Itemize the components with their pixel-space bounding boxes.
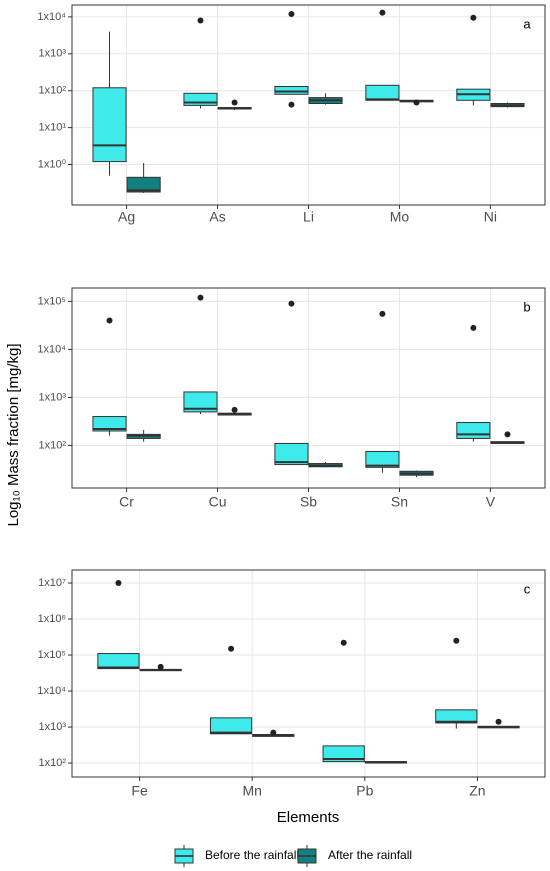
y-tick-label: 1x10² <box>38 757 66 769</box>
box <box>183 92 218 106</box>
y-tick-label: 1x10⁷ <box>38 577 66 589</box>
outlier <box>288 10 295 17</box>
panel-label: b <box>523 299 530 314</box>
y-tick-label: 1x10⁵ <box>38 649 66 661</box>
outlier <box>106 317 113 324</box>
outlier <box>231 99 238 106</box>
y-tick-label: 1x10² <box>38 439 66 451</box>
y-tick-label: 1x10³ <box>38 391 66 403</box>
y-tick-label: 1x10³ <box>38 721 66 733</box>
outlier <box>495 718 502 725</box>
x-tick-label: As <box>209 209 225 225</box>
box <box>97 653 140 670</box>
x-tick-label: Ag <box>118 209 135 225</box>
box <box>92 416 127 432</box>
outlier <box>157 663 164 670</box>
outlier <box>288 101 295 108</box>
panel-border <box>71 4 546 206</box>
outlier <box>504 431 511 438</box>
y-tick-label: 1x10¹ <box>38 122 66 134</box>
box <box>456 422 491 439</box>
box <box>92 87 127 163</box>
legend-label: Before the rainfall <box>205 848 299 862</box>
outlier <box>197 17 204 24</box>
box <box>274 85 309 95</box>
x-tick-label: Fe <box>131 783 148 799</box>
outlier <box>228 645 235 652</box>
x-axis-label: Elements <box>277 809 340 826</box>
outlier <box>379 310 386 317</box>
x-tick-label: Cu <box>209 494 227 510</box>
x-tick-label: Sn <box>391 494 408 510</box>
outlier <box>413 99 420 106</box>
y-tick-label: 1x10⁶ <box>38 613 66 625</box>
panel-border <box>71 287 546 489</box>
x-tick-label: Sb <box>300 494 317 510</box>
y-tick-label: 1x10⁵ <box>38 295 66 307</box>
box <box>365 84 400 101</box>
legend-label: After the rainfall <box>328 848 412 862</box>
box <box>322 745 365 763</box>
outlier <box>470 324 477 331</box>
box <box>435 709 478 724</box>
x-tick-label: Li <box>303 209 314 225</box>
y-tick-label: 1x10³ <box>38 48 66 60</box>
box <box>126 176 161 193</box>
x-tick-label: Zn <box>469 783 485 799</box>
panel-label: a <box>523 16 531 31</box>
x-tick-label: Mo <box>390 209 410 225</box>
y-tick-label: 1x10⁴ <box>37 343 66 355</box>
y-tick-label: 1x10² <box>38 85 66 97</box>
outlier <box>231 406 238 413</box>
box <box>209 717 253 735</box>
outlier <box>453 637 460 644</box>
panel-background <box>72 570 545 777</box>
y-tick-label: 1x10⁴ <box>37 685 66 697</box>
x-tick-label: Cr <box>119 494 134 510</box>
outlier <box>197 294 204 301</box>
box <box>183 391 218 413</box>
outlier <box>379 9 386 16</box>
x-tick-label: V <box>486 494 496 510</box>
panel-border <box>71 569 546 778</box>
box <box>365 450 400 468</box>
x-tick-label: Mn <box>242 783 261 799</box>
box <box>274 442 309 466</box>
outlier <box>340 639 347 646</box>
x-tick-label: Pb <box>356 783 373 799</box>
outlier <box>288 300 295 307</box>
y-axis-label: Log₁₀ Mass fraction [mg/kg] <box>5 343 22 526</box>
x-tick-label: Ni <box>484 209 497 225</box>
outlier <box>270 729 277 736</box>
panel-label: c <box>524 581 531 596</box>
outlier <box>115 580 122 587</box>
y-tick-label: 1x10⁰ <box>38 158 67 170</box>
y-tick-label: 1x10⁴ <box>37 11 66 23</box>
outlier <box>470 14 477 21</box>
